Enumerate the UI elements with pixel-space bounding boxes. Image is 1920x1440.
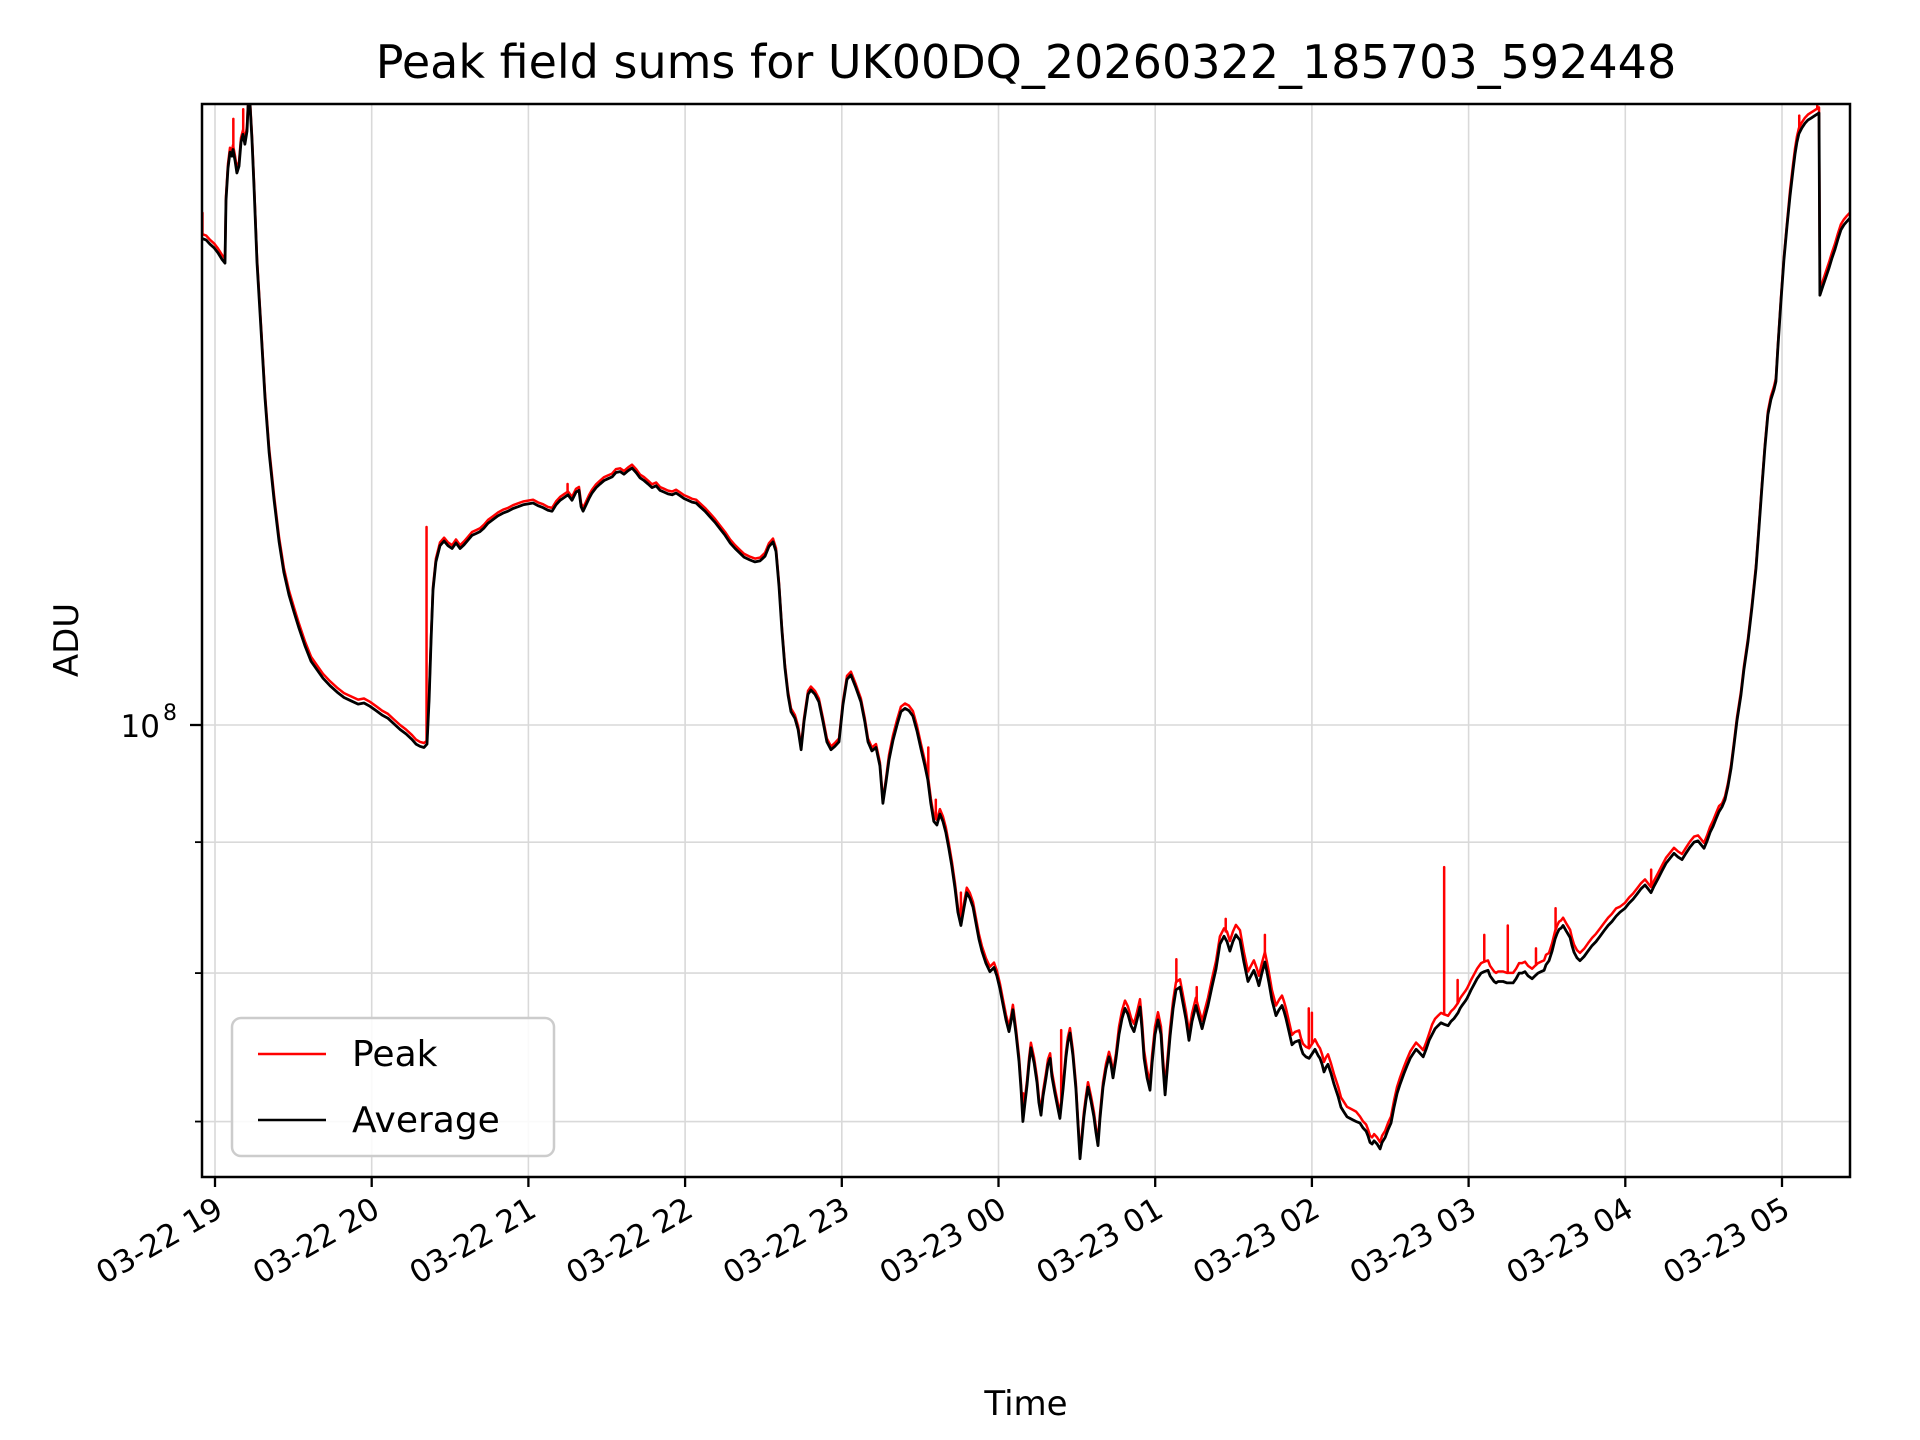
legend: Peak Average — [230, 1016, 556, 1158]
x-tick-label: 03-23 05 — [1657, 1191, 1796, 1292]
x-tick-label: 03-22 21 — [404, 1191, 543, 1292]
x-tick-label: 03-22 22 — [560, 1191, 699, 1292]
y-tick-exponent: 8 — [163, 701, 177, 726]
x-tick-label: 03-23 04 — [1501, 1191, 1640, 1292]
chart-title: Peak field sums for UK00DQ_20260322_1857… — [376, 35, 1676, 89]
x-tick-label: 03-22 23 — [717, 1191, 856, 1292]
legend-box — [230, 1016, 556, 1158]
x-axis-label: Time — [983, 1384, 1067, 1424]
grid-layer — [202, 104, 1850, 1177]
y-tick-label: 10 — [121, 709, 160, 745]
x-tick-label: 03-22 20 — [247, 1191, 386, 1292]
y-axis-label: ADU — [47, 603, 87, 677]
series-layer — [202, 104, 1850, 1161]
peak-series-line — [202, 104, 1850, 1155]
legend-average-label: Average — [352, 1100, 500, 1141]
x-tick-label: 03-23 00 — [874, 1191, 1013, 1292]
average-series-line — [202, 104, 1850, 1161]
x-tick-label: 03-22 19 — [90, 1191, 229, 1292]
x-tick-label: 03-23 01 — [1030, 1191, 1169, 1292]
x-tick-label: 03-23 02 — [1187, 1191, 1326, 1292]
legend-peak-label: Peak — [352, 1034, 438, 1075]
plot-frame — [200, 102, 1852, 1179]
tick-layer: 03-22 19 03-22 20 03-22 21 03-22 22 03-22 23… — [90, 723, 1796, 1292]
x-tick-label: 03-23 03 — [1344, 1191, 1483, 1292]
